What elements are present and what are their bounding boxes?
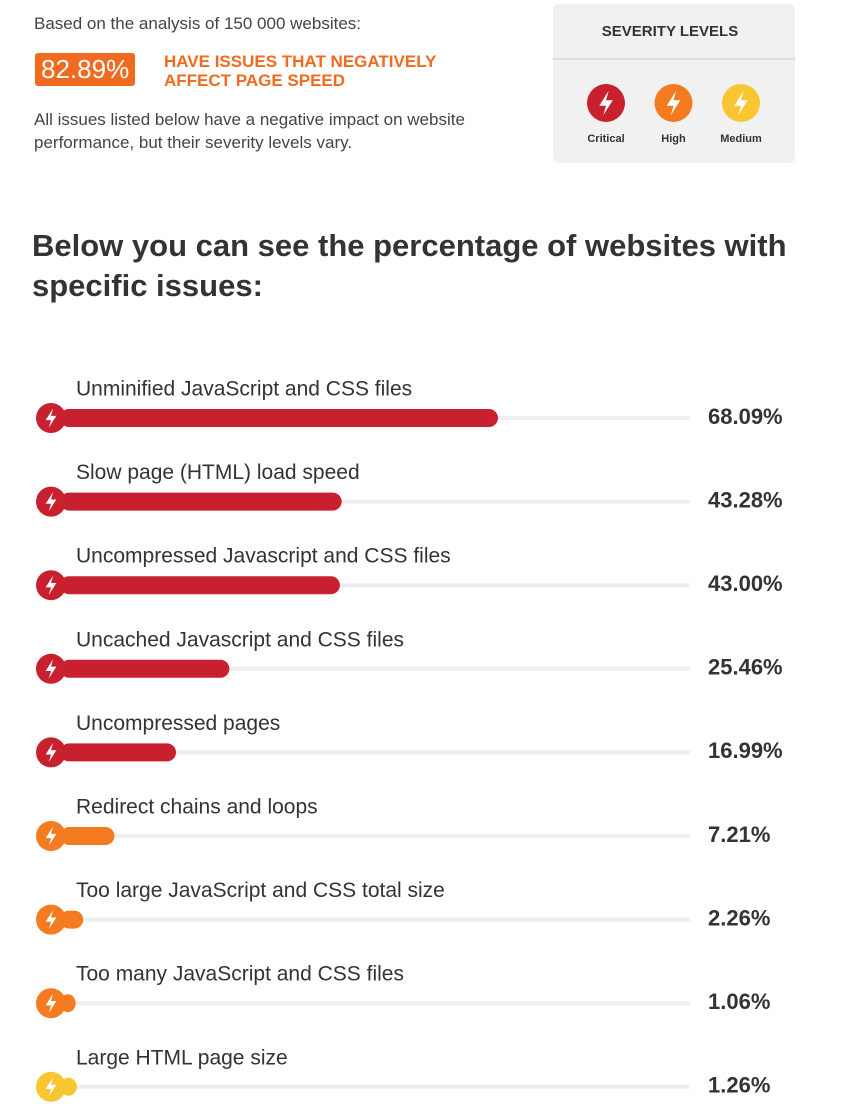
category-label: Unminified JavaScript and CSS files	[76, 378, 412, 401]
category-label: Too large JavaScript and CSS total size	[76, 879, 445, 902]
severity-label: Medium	[720, 133, 762, 145]
bolt	[45, 491, 57, 512]
value-label: 43.00%	[708, 571, 783, 596]
category-label: Uncached Javascript and CSS files	[76, 628, 404, 651]
bar-track	[60, 917, 690, 922]
category-label: Uncompressed Javascript and CSS files	[76, 545, 451, 568]
note: All issues listed below have a negative …	[34, 110, 465, 152]
bar-track	[60, 1084, 690, 1089]
value-label: 2.26%	[708, 905, 770, 930]
bolt	[666, 90, 681, 116]
bar-track	[60, 1001, 690, 1006]
value-label: 25.46%	[708, 655, 783, 680]
bar-track	[60, 834, 690, 838]
bolt	[45, 408, 57, 428]
severity-box	[553, 4, 795, 163]
bar	[60, 576, 340, 595]
severity-label: High	[661, 133, 686, 145]
bar-track	[60, 750, 690, 755]
badge: 82.89%	[35, 53, 136, 86]
bolt	[734, 90, 748, 116]
bar	[60, 910, 84, 929]
value-label: 7.21%	[708, 822, 770, 847]
bolt	[45, 575, 57, 595]
bar	[60, 827, 115, 845]
bar	[60, 492, 342, 511]
headline: HAVE ISSUES THAT NEGATIVELY AFFECT PAGE …	[164, 52, 437, 90]
bolt	[45, 659, 57, 679]
bolt	[45, 993, 57, 1013]
category-label: Redirect chains and loops	[76, 796, 318, 819]
bolt	[45, 742, 57, 763]
value-label: 68.09%	[708, 404, 783, 429]
chart-title: Below you can see the percentage of webs…	[32, 228, 787, 303]
bolt	[45, 1077, 57, 1097]
value-label: 16.99%	[708, 738, 783, 763]
bolt	[45, 909, 57, 930]
bar	[60, 409, 498, 427]
severity-title: SEVERITY LEVELS	[602, 23, 738, 40]
category-label: Uncompressed pages	[76, 712, 280, 735]
value-label: 1.06%	[708, 989, 770, 1014]
bar	[60, 659, 230, 678]
value-label: 43.28%	[708, 487, 783, 512]
bar	[60, 743, 177, 762]
severity-label: Critical	[587, 133, 624, 145]
category-label: Slow page (HTML) load speed	[76, 461, 360, 484]
intro: Based on the analysis of 150 000 website…	[34, 14, 361, 33]
category-label: Too many JavaScript and CSS files	[76, 963, 404, 986]
bolt	[45, 826, 57, 846]
bolt	[599, 90, 613, 116]
value-label: 1.26%	[708, 1073, 770, 1098]
category-label: Large HTML page size	[76, 1046, 288, 1069]
